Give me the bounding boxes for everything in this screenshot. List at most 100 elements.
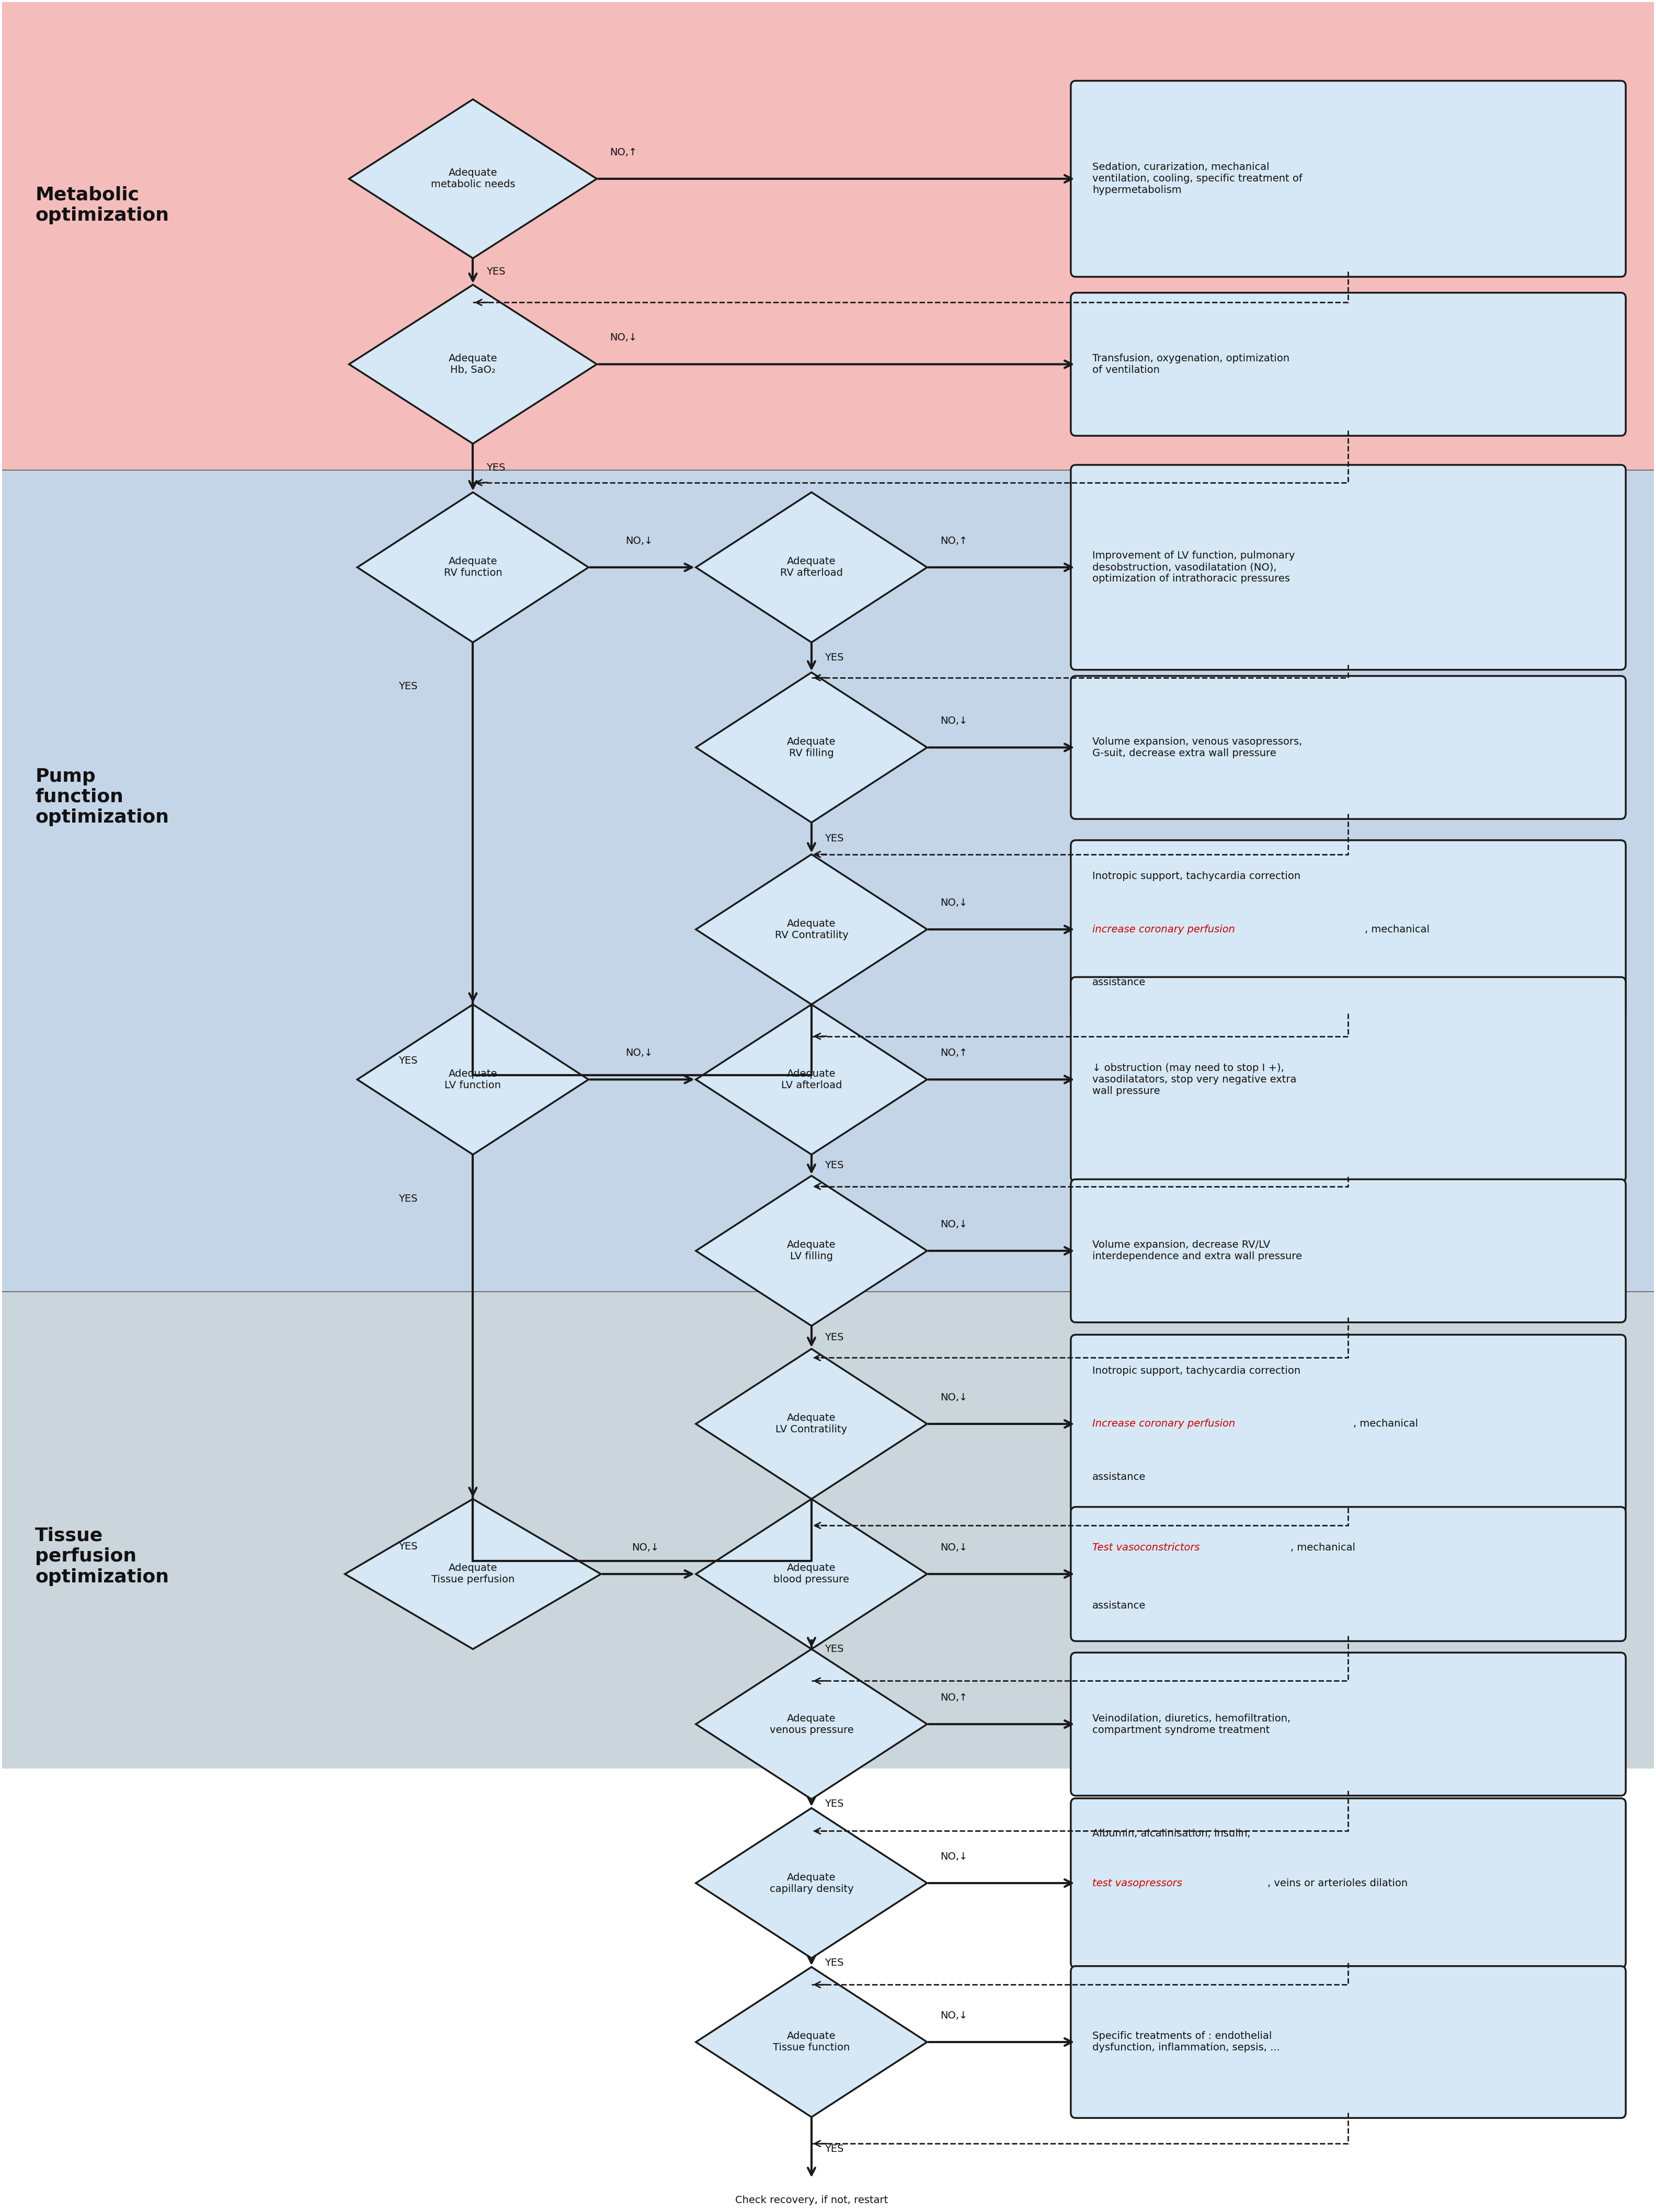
Text: Adequate
RV Contratility: Adequate RV Contratility: [775, 918, 848, 940]
Text: NO,↓: NO,↓: [633, 1542, 659, 1553]
Text: Metabolic
optimization: Metabolic optimization: [35, 186, 169, 223]
Text: YES: YES: [825, 653, 845, 661]
Text: Increase coronary perfusion: Increase coronary perfusion: [1093, 1418, 1235, 1429]
FancyBboxPatch shape: [1071, 82, 1626, 276]
Text: NO,↓: NO,↓: [941, 717, 967, 726]
Text: Inotropic support, tachycardia correction: Inotropic support, tachycardia correctio…: [1093, 1367, 1300, 1376]
Text: Specific treatments of : endothelial
dysfunction, inflammation, sepsis, ...: Specific treatments of : endothelial dys…: [1093, 2031, 1280, 2053]
Text: Adequate
blood pressure: Adequate blood pressure: [773, 1564, 850, 1584]
Polygon shape: [696, 493, 927, 641]
Polygon shape: [349, 285, 596, 445]
Text: Volume expansion, venous vasopressors,
G-suit, decrease extra wall pressure: Volume expansion, venous vasopressors, G…: [1093, 737, 1302, 759]
Text: YES: YES: [825, 834, 845, 843]
Polygon shape: [696, 1966, 927, 2117]
Text: NO,↓: NO,↓: [941, 898, 967, 907]
Polygon shape: [696, 1807, 927, 1958]
Text: Pump
function
optimization: Pump function optimization: [35, 768, 169, 827]
Text: test vasopressors: test vasopressors: [1093, 1878, 1182, 1889]
FancyBboxPatch shape: [1071, 465, 1626, 670]
FancyBboxPatch shape: [1071, 677, 1626, 818]
Text: , mechanical: , mechanical: [1290, 1542, 1355, 1553]
Bar: [2, 1292, 1654, 1767]
FancyBboxPatch shape: [1071, 1506, 1626, 1641]
Text: Adequate
Tissue perfusion: Adequate Tissue perfusion: [431, 1564, 515, 1584]
Text: NO,↓: NO,↓: [609, 332, 638, 343]
Polygon shape: [696, 1349, 927, 1500]
Text: Adequate
venous pressure: Adequate venous pressure: [770, 1714, 853, 1734]
Text: Adequate
metabolic needs: Adequate metabolic needs: [431, 168, 515, 190]
Text: Veinodilation, diuretics, hemofiltration,
compartment syndrome treatment: Veinodilation, diuretics, hemofiltration…: [1093, 1714, 1290, 1734]
Text: YES: YES: [399, 1542, 417, 1551]
Text: Adequate
LV afterload: Adequate LV afterload: [782, 1068, 841, 1091]
Text: YES: YES: [399, 1194, 417, 1203]
Text: Inotropic support, tachycardia correction: Inotropic support, tachycardia correctio…: [1093, 872, 1300, 880]
Text: YES: YES: [399, 681, 417, 692]
Polygon shape: [696, 672, 927, 823]
Text: YES: YES: [399, 1055, 417, 1066]
Text: Adequate
capillary density: Adequate capillary density: [770, 1871, 853, 1893]
FancyBboxPatch shape: [1071, 1966, 1626, 2117]
Polygon shape: [696, 854, 927, 1004]
Text: Test vasoconstrictors: Test vasoconstrictors: [1093, 1542, 1199, 1553]
FancyBboxPatch shape: [1071, 292, 1626, 436]
Text: NO,↑: NO,↑: [941, 1692, 967, 1703]
FancyBboxPatch shape: [1071, 841, 1626, 1018]
Text: Adequate
Tissue function: Adequate Tissue function: [773, 2031, 850, 2053]
Text: NO,↓: NO,↓: [941, 2011, 967, 2020]
Text: NO,↓: NO,↓: [941, 1219, 967, 1230]
Text: YES: YES: [825, 1332, 845, 1343]
Text: YES: YES: [825, 1161, 845, 1170]
Text: Tissue
perfusion
optimization: Tissue perfusion optimization: [35, 1526, 169, 1586]
FancyBboxPatch shape: [1071, 978, 1626, 1181]
Text: NO,↓: NO,↓: [626, 1048, 652, 1057]
FancyBboxPatch shape: [1071, 1798, 1626, 1969]
Text: Adequate
Hb, SaO₂: Adequate Hb, SaO₂: [449, 354, 497, 376]
Text: Adequate
RV afterload: Adequate RV afterload: [780, 557, 843, 577]
Bar: [2, 471, 1654, 1292]
Text: YES: YES: [487, 462, 505, 473]
Text: increase coronary perfusion: increase coronary perfusion: [1093, 925, 1235, 933]
Text: , veins or arterioles dilation: , veins or arterioles dilation: [1267, 1878, 1408, 1889]
Text: YES: YES: [825, 2143, 845, 2154]
Text: assistance: assistance: [1093, 978, 1146, 987]
Text: NO,↓: NO,↓: [941, 1542, 967, 1553]
Text: Volume expansion, decrease RV/LV
interdependence and extra wall pressure: Volume expansion, decrease RV/LV interde…: [1093, 1241, 1302, 1261]
FancyBboxPatch shape: [1071, 1652, 1626, 1796]
Text: Improvement of LV function, pulmonary
desobstruction, vasodilatation (NO),
optim: Improvement of LV function, pulmonary de…: [1093, 551, 1295, 584]
Bar: [2, 2, 1654, 471]
Text: NO,↓: NO,↓: [941, 1391, 967, 1402]
Text: YES: YES: [825, 1644, 845, 1655]
Polygon shape: [358, 1004, 588, 1155]
Text: Transfusion, oxygenation, optimization
of ventilation: Transfusion, oxygenation, optimization o…: [1093, 354, 1290, 376]
Polygon shape: [696, 1004, 927, 1155]
Text: assistance: assistance: [1093, 1471, 1146, 1482]
Text: Check recovery, if not, restart: Check recovery, if not, restart: [735, 2194, 888, 2205]
FancyBboxPatch shape: [1071, 1179, 1626, 1323]
Text: NO,↓: NO,↓: [941, 1851, 967, 1863]
Text: Adequate
LV filling: Adequate LV filling: [787, 1241, 836, 1261]
Text: assistance: assistance: [1093, 1601, 1146, 1610]
FancyBboxPatch shape: [1071, 1334, 1626, 1513]
Text: NO,↓: NO,↓: [626, 535, 652, 546]
Text: YES: YES: [825, 1798, 845, 1809]
Polygon shape: [358, 493, 588, 641]
Text: Albumin, alcalinisation, insulin,: Albumin, alcalinisation, insulin,: [1093, 1829, 1250, 1838]
Text: NO,↑: NO,↑: [609, 148, 638, 157]
Text: Adequate
RV function: Adequate RV function: [444, 557, 502, 577]
Text: YES: YES: [825, 1958, 845, 1966]
Text: Adequate
RV filling: Adequate RV filling: [787, 737, 836, 759]
Polygon shape: [696, 1177, 927, 1325]
Polygon shape: [696, 1650, 927, 1798]
Text: Sedation, curarization, mechanical
ventilation, cooling, specific treatment of
h: Sedation, curarization, mechanical venti…: [1093, 161, 1302, 195]
Text: , mechanical: , mechanical: [1365, 925, 1429, 933]
Text: YES: YES: [487, 265, 505, 276]
Text: , mechanical: , mechanical: [1353, 1418, 1418, 1429]
Polygon shape: [349, 100, 596, 259]
Text: ↓ obstruction (may need to stop I +),
vasodilatators, stop very negative extra
w: ↓ obstruction (may need to stop I +), va…: [1093, 1064, 1297, 1095]
Text: Adequate
LV function: Adequate LV function: [445, 1068, 502, 1091]
Text: Adequate
LV Contratility: Adequate LV Contratility: [775, 1413, 848, 1436]
Text: NO,↑: NO,↑: [941, 1048, 967, 1057]
Polygon shape: [696, 1500, 927, 1650]
Text: NO,↑: NO,↑: [941, 535, 967, 546]
Polygon shape: [344, 1500, 601, 1650]
